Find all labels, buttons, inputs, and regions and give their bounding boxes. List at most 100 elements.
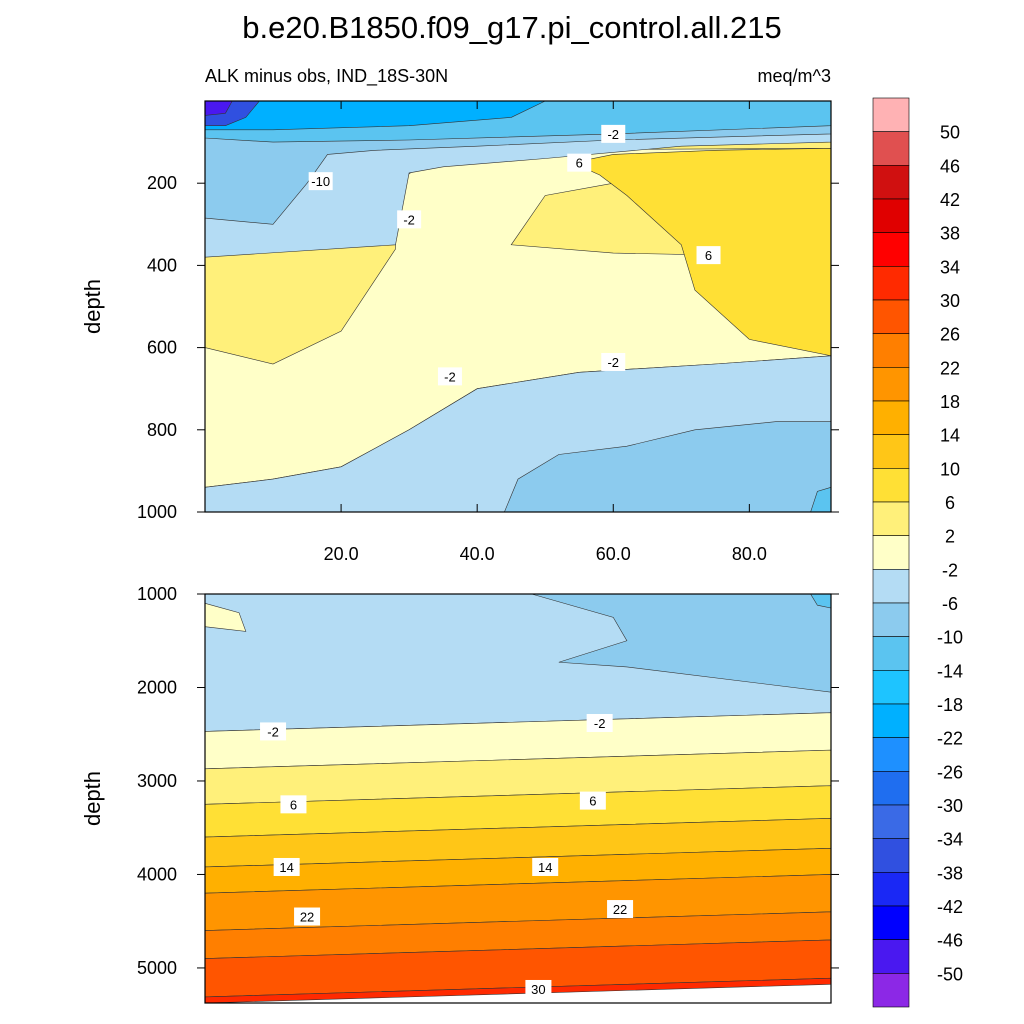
lower-ytick-label: 4000: [137, 864, 177, 884]
colorbar-swatch: [872, 703, 910, 738]
contour-label-text: -2: [594, 716, 606, 731]
colorbar-swatch: [872, 636, 910, 671]
colorbar-label: 2: [945, 527, 955, 547]
upper-ytick-label: 600: [147, 338, 177, 358]
colorbar-label: 42: [940, 190, 960, 210]
contour-label-bg: [273, 857, 300, 876]
upper-ylabel: depth: [80, 279, 105, 334]
colorbar-label: -14: [937, 661, 963, 681]
colorbar-swatch: [872, 569, 910, 604]
colorbar-swatch: [872, 266, 910, 301]
colorbar-label: 26: [940, 325, 960, 345]
contour-label-bg: [607, 900, 634, 919]
colorbar-label: 46: [940, 156, 960, 176]
colorbar-label: 50: [940, 123, 960, 143]
contour-label-text: 22: [300, 910, 314, 925]
upper-xtick-label: 20.0: [324, 544, 359, 564]
contour-label-bg: [260, 722, 287, 741]
colorbar-swatch: [872, 905, 910, 940]
lower-ytick-label: 3000: [137, 771, 177, 791]
contour-label-text: -10: [311, 174, 330, 189]
upper-contour-label: -2: [437, 367, 462, 386]
colorbar-label: -26: [937, 762, 963, 782]
contour-label-bg: [579, 791, 606, 810]
lower-ylabel: depth: [80, 771, 105, 826]
contour-label-bg: [567, 153, 592, 172]
lower-contour-label: 14: [532, 857, 559, 876]
colorbar-swatch: [872, 602, 910, 637]
colorbar-label: -10: [937, 628, 963, 648]
colorbar-swatch: [872, 400, 910, 435]
contour-label-text: -2: [267, 724, 279, 739]
contour-label-text: 6: [290, 797, 297, 812]
upper-contour-panel: 20.0 40.0 60.0 80.0 200 400 600 800 1000 depth -10…: [80, 100, 839, 564]
contour-label-bg: [532, 857, 559, 876]
contour-label-text: -2: [607, 355, 619, 370]
colorbar-swatch: [872, 737, 910, 772]
upper-contour-label: -2: [397, 210, 422, 229]
upper-frame: [204, 100, 832, 513]
contour-label-text: 6: [589, 794, 596, 809]
colorbar-swatch: [872, 468, 910, 503]
lower-contour-label: 14: [273, 857, 300, 876]
contour-label-text: 30: [531, 982, 545, 997]
lower-contour-label: 30: [525, 979, 552, 998]
colorbar-label: -46: [937, 931, 963, 951]
contour-label-bg: [397, 210, 422, 229]
upper-contour-label: -2: [601, 352, 626, 371]
contour-label-bg: [601, 124, 626, 143]
colorbar-swatch: [872, 804, 910, 839]
upper-ytick-label: 200: [147, 173, 177, 193]
colorbar-swatch: [872, 838, 910, 873]
contour-label-text: -2: [403, 212, 415, 227]
colorbar-label: 10: [940, 459, 960, 479]
colorbar-label: -30: [937, 796, 963, 816]
contour-label-text: 14: [538, 860, 552, 875]
contour-label-bg: [294, 907, 321, 926]
contour-label-text: 22: [613, 902, 627, 917]
upper-ytick-label: 1000: [137, 502, 177, 522]
colorbar-label: 22: [940, 358, 960, 378]
upper-xtick-label: 80.0: [732, 544, 767, 564]
colorbar-swatch: [872, 501, 910, 536]
lower-contour-label: 22: [607, 900, 634, 919]
lower-contour-label: 6: [579, 791, 606, 810]
colorbar-label: -50: [937, 964, 963, 984]
colorbar-label: 38: [940, 224, 960, 244]
contour-label-bg: [601, 352, 626, 371]
colorbar-label: -42: [937, 897, 963, 917]
lower-contour-label: -2: [260, 722, 287, 741]
lower-contour-panel: 1000 2000 3000 4000 5000 depth -2 -2 6 6 14 14 22 22 3…: [80, 584, 839, 1004]
colorbar-swatch: [872, 165, 910, 200]
contour-label-text: -2: [444, 369, 456, 384]
colorbar-label: -22: [937, 729, 963, 749]
colorbar-label: 30: [940, 291, 960, 311]
contour-label-bg: [308, 172, 333, 191]
colorbar-swatch: [872, 131, 910, 166]
colorbar-swatch: [872, 434, 910, 469]
colorbar-swatch: [872, 872, 910, 907]
upper-xtick-label: 40.0: [460, 544, 495, 564]
colorbar-swatch: [872, 939, 910, 974]
upper-ytick-label: 800: [147, 420, 177, 440]
lower-ytick-label: 2000: [137, 677, 177, 697]
colorbar-swatch: [872, 367, 910, 402]
colorbar-label: -18: [937, 695, 963, 715]
colorbar-swatch: [872, 771, 910, 806]
colorbar-label: 14: [940, 426, 960, 446]
upper-contour-label: 6: [696, 246, 721, 265]
colorbar-swatch: [872, 535, 910, 570]
contour-label-text: -2: [607, 127, 619, 142]
colorbar-swatch: [872, 97, 910, 132]
colorbar-label: 34: [940, 257, 960, 277]
colorbar-swatch: [872, 973, 910, 1008]
figure-title: b.e20.B1850.f09_g17.pi_control.all.215: [242, 10, 782, 45]
colorbar-label: -6: [942, 594, 958, 614]
upper-xtick-label: 60.0: [596, 544, 631, 564]
colorbar-swatch: [872, 299, 910, 334]
colorbar-swatch: [872, 198, 910, 233]
upper-contour-label: -2: [601, 124, 626, 143]
contour-label-bg: [525, 979, 552, 998]
colorbar-swatch: [872, 232, 910, 267]
colorbar-label: -2: [942, 560, 958, 580]
